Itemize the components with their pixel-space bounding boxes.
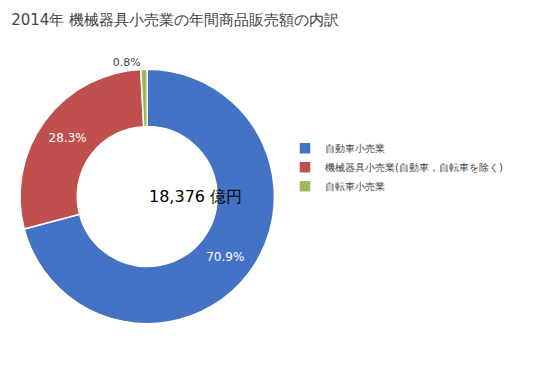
svg-text:28.3%: 28.3% [49, 131, 87, 145]
svg-text:70.9%: 70.9% [206, 250, 244, 264]
svg-text:18,376 億円: 18,376 億円 [149, 187, 242, 206]
svg-text:機械器具小売業(自動車，自転車を除く): 機械器具小売業(自動車，自転車を除く) [325, 162, 503, 173]
svg-text:2014年 機械器具小売業の年間商品販売額の内訳: 2014年 機械器具小売業の年間商品販売額の内訳 [11, 11, 339, 29]
svg-text:自転車小売業: 自転車小売業 [325, 181, 385, 192]
svg-text:0.8%: 0.8% [113, 56, 141, 69]
svg-text:自動車小売業: 自動車小売業 [325, 143, 385, 154]
